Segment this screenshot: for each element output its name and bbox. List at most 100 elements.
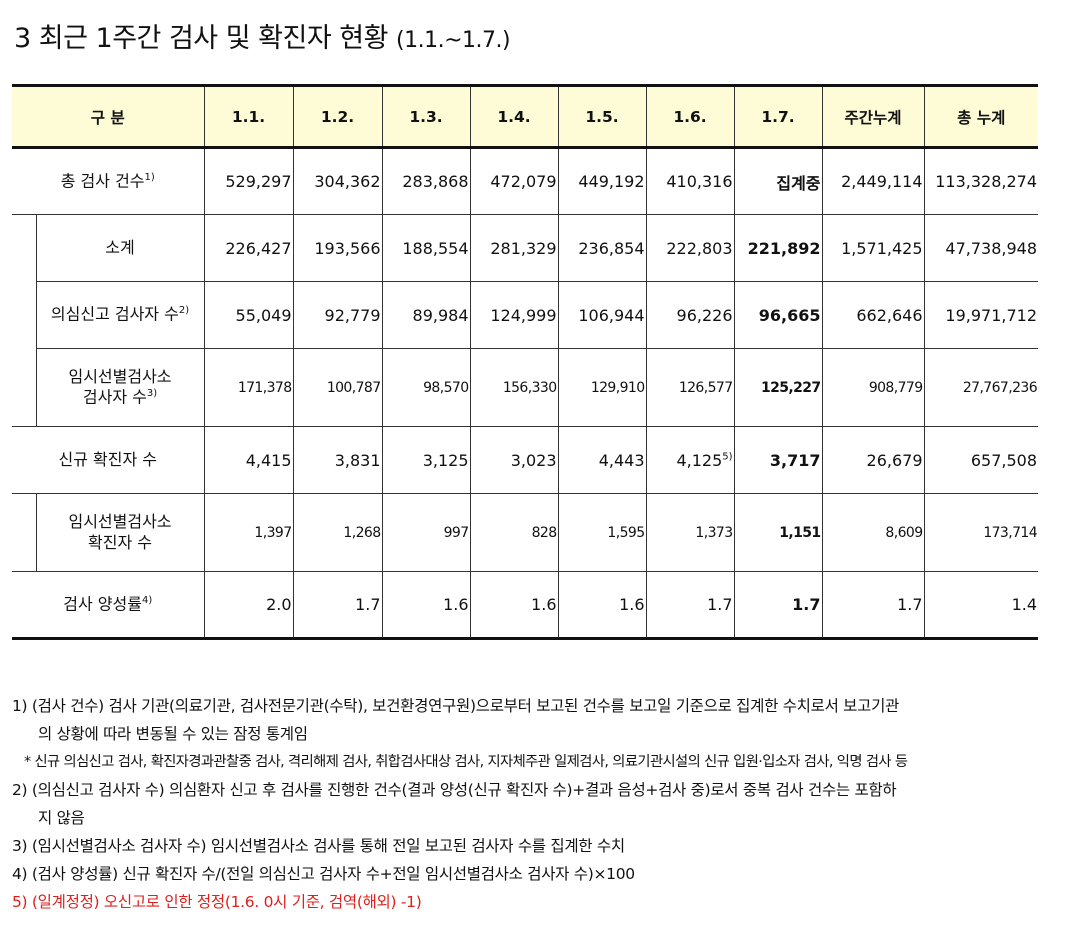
- header-cell: 1.3.: [381, 84, 471, 149]
- table-cell: 100,787: [292, 348, 383, 427]
- table-cell: 472,079: [469, 147, 559, 215]
- table-header-row: 구 분 1.1. 1.2. 1.3. 1.4. 1.5. 1.6. 1.7. 주…: [12, 84, 1039, 149]
- table-cell: 171,378: [203, 348, 294, 427]
- table-cell: 449,192: [557, 147, 647, 215]
- table-cell: 410,316: [645, 147, 735, 215]
- table-cell: 997: [381, 493, 471, 572]
- table-cell: 1,595: [557, 493, 647, 572]
- table-row: 소계 226,427 193,566 188,554 281,329 236,8…: [12, 214, 1039, 427]
- table-cell: 188,554: [381, 214, 471, 282]
- table-cell: 156,330: [469, 348, 559, 427]
- footnote: 1) (검사 건수) 검사 기관(의료기관, 검사전문기관(수탁), 보건환경연…: [12, 697, 900, 715]
- table-cell: 662,646: [821, 281, 925, 349]
- table-cell: 19,971,712: [923, 281, 1039, 349]
- table-row: 검사 양성률4) 2.0 1.7 1.6 1.6 1.6 1.7 1.7 1.7…: [12, 571, 1039, 640]
- footnote-continuation: 지 않음: [38, 809, 85, 827]
- table-cell: 193,566: [292, 214, 383, 282]
- table-cell: 1.7: [292, 571, 383, 640]
- footnotes: 1) (검사 건수) 검사 기관(의료기관, 검사전문기관(수탁), 보건환경연…: [12, 692, 1068, 916]
- header-cell: 1.5.: [557, 84, 647, 149]
- indent-cell: [12, 214, 37, 427]
- table-cell: 2,449,114: [821, 147, 925, 215]
- table-row: 신규 확진자 수 4,415 3,831 3,125 3,023 4,443 4…: [12, 426, 1039, 494]
- table-cell: 1.7: [821, 571, 925, 640]
- table-cell: 집계중: [733, 147, 823, 215]
- row-label: 의심신고 검사자 수2): [36, 281, 205, 349]
- header-cell: 1.7.: [733, 84, 823, 149]
- table-cell: 3,023: [469, 426, 559, 494]
- table-cell: 304,362: [292, 147, 383, 215]
- table-cell: 222,803: [645, 214, 735, 282]
- header-cell: 1.4.: [469, 84, 559, 149]
- footnote-correction: 5) (일계정정) 오신고로 인한 정정(1.6. 0시 기준, 검역(해외) …: [12, 893, 422, 911]
- table-cell: 221,892: [733, 214, 823, 282]
- table-cell: 657,508: [923, 426, 1039, 494]
- row-label: 신규 확진자 수: [12, 426, 205, 494]
- table-cell: 529,297: [203, 147, 294, 215]
- stats-table: 구 분 1.1. 1.2. 1.3. 1.4. 1.5. 1.6. 1.7. 주…: [12, 84, 1039, 640]
- table-cell: 126,577: [645, 348, 735, 427]
- table-cell: 4,415: [203, 426, 294, 494]
- table-cell: 1,268: [292, 493, 383, 572]
- row-label: 임시선별검사소 확진자 수: [35, 493, 205, 572]
- table-cell: 1.6: [469, 571, 559, 640]
- table-cell: 1.7: [733, 571, 823, 640]
- table-cell: 1,571,425: [821, 214, 925, 282]
- table-cell: 4,1255): [645, 426, 735, 494]
- table-cell: 1.6: [381, 571, 471, 640]
- table-cell: 4,443: [557, 426, 647, 494]
- footnote: 3) (임시선별검사소 검사자 수) 임시선별검사소 검사를 통해 전일 보고된…: [12, 837, 625, 855]
- table-cell: 283,868: [381, 147, 471, 215]
- table-row: 총 검사 건수1) 529,297 304,362 283,868 472,07…: [12, 147, 1039, 215]
- table-row: 의심신고 검사자 수2) 55,049 92,779 89,984 124,99…: [12, 281, 1039, 349]
- title-main: 3 최근 1주간 검사 및 확진자 현황: [14, 23, 388, 54]
- table-cell: 236,854: [557, 214, 647, 282]
- table-cell: 1,397: [203, 493, 294, 572]
- footnote: 2) (의심신고 검사자 수) 의심환자 신고 후 검사를 진행한 건수(결과 …: [12, 781, 897, 799]
- header-cell: 총 누계: [923, 84, 1039, 149]
- table-cell: 125,227: [733, 348, 823, 427]
- table-cell: 47,738,948: [923, 214, 1039, 282]
- table-cell: 113,328,274: [923, 147, 1039, 215]
- row-label: 소계: [35, 214, 205, 282]
- table-cell: 106,944: [557, 281, 647, 349]
- table-cell: 281,329: [469, 214, 559, 282]
- table-cell: 1,151: [733, 493, 823, 572]
- table-cell: 2.0: [203, 571, 294, 640]
- indent-cell: [12, 493, 37, 572]
- header-category: 구 분: [12, 84, 205, 149]
- table-cell: 1.4: [923, 571, 1039, 640]
- header-cell: 1.2.: [292, 84, 383, 149]
- table-cell: 92,779: [292, 281, 383, 349]
- table-cell: 129,910: [557, 348, 647, 427]
- header-cell: 1.6.: [645, 84, 735, 149]
- table-row: 임시선별검사소 확진자 수 1,397 1,268 997 828 1,595 1…: [12, 493, 1039, 572]
- table-cell: 96,665: [733, 281, 823, 349]
- row-label: 검사 양성률4): [12, 571, 205, 640]
- table-cell: 226,427: [203, 214, 294, 282]
- header-cell: 주간누계: [821, 84, 925, 149]
- table-cell: 1.7: [645, 571, 735, 640]
- table-cell: 173,714: [923, 493, 1039, 572]
- table-cell: 26,679: [821, 426, 925, 494]
- row-label: 총 검사 건수1): [12, 147, 205, 215]
- table-cell: 96,226: [645, 281, 735, 349]
- footnote-continuation: 의 상황에 따라 변동될 수 있는 잠정 통계임: [38, 725, 308, 743]
- table-cell: 908,779: [821, 348, 925, 427]
- table-cell: 3,717: [733, 426, 823, 494]
- table-cell: 98,570: [381, 348, 471, 427]
- table-cell: 89,984: [381, 281, 471, 349]
- table-cell: 27,767,236: [923, 348, 1039, 427]
- table-cell: 1,373: [645, 493, 735, 572]
- page-title: 3 최근 1주간 검사 및 확진자 현황 (1.1.~1.7.): [14, 16, 511, 55]
- table-cell: 124,999: [469, 281, 559, 349]
- footnote: 4) (검사 양성률) 신규 확진자 수/(전일 의심신고 검사자 수+전일 임…: [12, 865, 635, 883]
- table-row: 임시선별검사소 검사자 수3) 171,378 100,787 98,570 15…: [12, 348, 1039, 427]
- table-cell: 828: [469, 493, 559, 572]
- footnote-asterisk: * 신규 의심신고 검사, 확진자경과관찰중 검사, 격리해제 검사, 취합검사…: [24, 754, 908, 770]
- table-cell: 8,609: [821, 493, 925, 572]
- table-cell: 55,049: [203, 281, 294, 349]
- table-cell: 1.6: [557, 571, 647, 640]
- title-range: (1.1.~1.7.): [396, 28, 511, 53]
- table-cell: 3,125: [381, 426, 471, 494]
